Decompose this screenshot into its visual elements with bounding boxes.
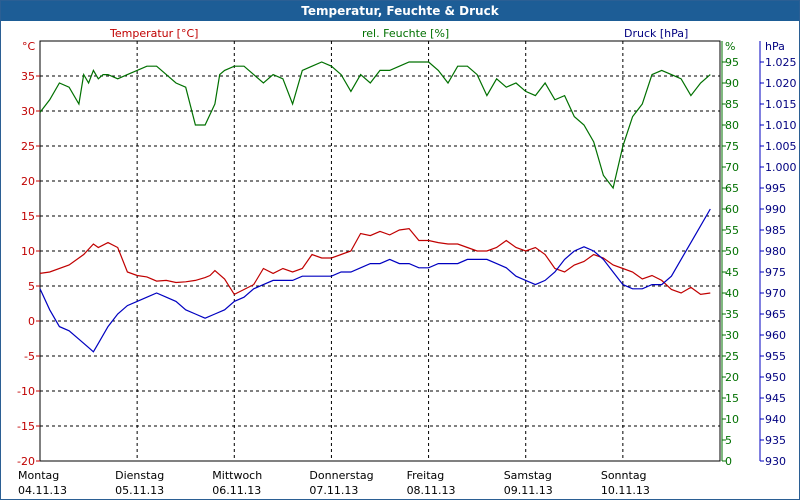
temperature-tick-label: 20 [21,175,35,188]
temperature-tick-label: -15 [17,420,35,433]
humidity-tick-label: 45 [725,266,739,279]
pressure-tick-label: 1.000 [765,161,797,174]
pressure-tick-label: 965 [765,308,786,321]
temperature-unit: °C [22,40,36,53]
humidity-tick-label: 55 [725,224,739,237]
humidity-tick-label: 35 [725,308,739,321]
humidity-tick-label: 30 [725,329,739,342]
temperature-tick-label: 15 [21,210,35,223]
humidity-axis-label: rel. Feuchte [%] [362,27,449,40]
temperature-tick-label: 30 [21,105,35,118]
pressure-tick-label: 945 [765,392,786,405]
x-tick-date: 06.11.13 [212,484,261,497]
temperature-tick-label: 0 [28,315,35,328]
humidity-tick-label: 75 [725,140,739,153]
humidity-tick-label: 65 [725,182,739,195]
humidity-tick-label: 0 [725,455,732,468]
humidity-tick-label: 40 [725,287,739,300]
pressure-tick-label: 930 [765,455,786,468]
temperature-tick-label: 35 [21,70,35,83]
temperature-axis-label: Temperatur [°C] [109,27,198,40]
x-tick-day: Donnerstag [309,469,373,482]
x-tick-day: Dienstag [115,469,164,482]
pressure-tick-label: 1.015 [765,98,797,111]
pressure-tick-label: 1.010 [765,119,797,132]
humidity-tick-label: 70 [725,161,739,174]
window-title: Temperatur, Feuchte & Druck [1,1,799,21]
x-tick-date: 07.11.13 [309,484,358,497]
pressure-tick-label: 960 [765,329,786,342]
x-tick-day: Mittwoch [212,469,262,482]
humidity-tick-label: 50 [725,245,739,258]
x-tick-date: 04.11.13 [18,484,67,497]
pressure-tick-label: 940 [765,413,786,426]
x-tick-date: 10.11.13 [601,484,650,497]
temperature-tick-label: 5 [28,280,35,293]
x-tick-day: Samstag [504,469,552,482]
pressure-tick-label: 935 [765,434,786,447]
temperature-tick-label: 10 [21,245,35,258]
pressure-tick-label: 1.005 [765,140,797,153]
humidity-tick-label: 10 [725,413,739,426]
humidity-tick-label: 15 [725,392,739,405]
temperature-tick-label: -20 [17,455,35,468]
humidity-tick-label: 95 [725,56,739,69]
x-tick-day: Freitag [407,469,445,482]
temperature-series-line [39,227,711,296]
humidity-series-line [39,61,711,190]
x-tick-day: Sonntag [601,469,647,482]
pressure-series-line [39,208,711,353]
pressure-tick-label: 1.020 [765,77,797,90]
humidity-tick-label: 20 [725,371,739,384]
humidity-tick-label: 5 [725,434,732,447]
pressure-tick-label: 970 [765,287,786,300]
pressure-tick-label: 950 [765,371,786,384]
pressure-unit: hPa [765,40,785,53]
x-tick-date: 05.11.13 [115,484,164,497]
pressure-tick-label: 955 [765,350,786,363]
pressure-tick-label: 985 [765,224,786,237]
pressure-tick-label: 990 [765,203,786,216]
pressure-tick-label: 995 [765,182,786,195]
humidity-unit: % [725,40,735,53]
humidity-tick-label: 25 [725,350,739,363]
humidity-tick-label: 90 [725,77,739,90]
x-tick-date: 09.11.13 [504,484,553,497]
temperature-tick-label: -10 [17,385,35,398]
temperature-tick-label: -5 [24,350,35,363]
humidity-tick-label: 80 [725,119,739,132]
pressure-tick-label: 1.025 [765,56,797,69]
pressure-tick-label: 975 [765,266,786,279]
temperature-tick-label: 25 [21,140,35,153]
x-tick-date: 08.11.13 [407,484,456,497]
pressure-tick-label: 980 [765,245,786,258]
pressure-axis-label: Druck [hPa] [624,27,688,40]
humidity-tick-label: 60 [725,203,739,216]
humidity-tick-label: 85 [725,98,739,111]
x-tick-day: Montag [18,469,59,482]
